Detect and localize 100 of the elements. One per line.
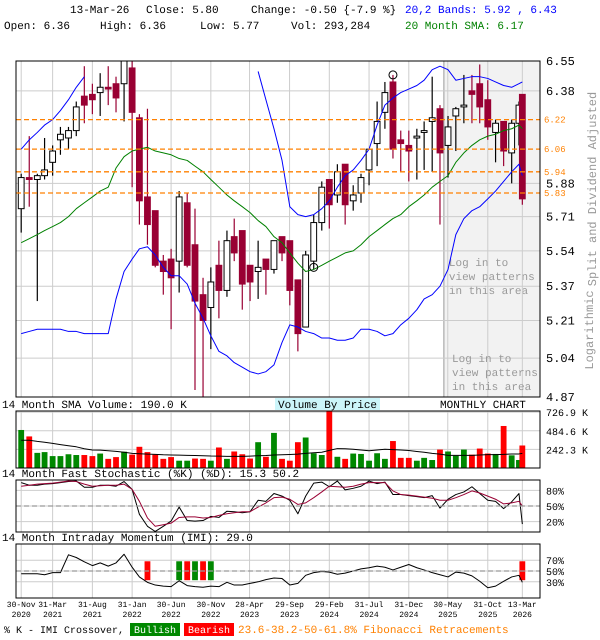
text: 20,2 Bands: 5.92 , 6.43 <box>405 5 557 17</box>
bar <box>26 436 32 468</box>
y-tick-label: 50% <box>546 503 564 514</box>
text: Change: -0.50 {-7.9 %} <box>251 5 396 17</box>
y-tick-label: 5.88 <box>546 177 575 192</box>
ref-line-label: 6.06 <box>544 145 566 156</box>
x-tick-label: 13-Mar 2026 <box>508 601 537 620</box>
legend-title: % K - IMI Crossover, <box>4 626 124 637</box>
candlestick <box>492 119 499 163</box>
y-tick-label: 20% <box>546 518 564 530</box>
bar <box>208 460 214 468</box>
candlestick <box>49 144 56 176</box>
bar <box>168 457 174 468</box>
bar <box>445 451 451 468</box>
bar <box>263 456 269 468</box>
text: Vol: 293,284 <box>291 21 371 33</box>
bar <box>184 460 190 468</box>
line-series <box>20 554 523 588</box>
bar <box>176 460 182 468</box>
bar <box>97 454 104 468</box>
candlestick <box>262 258 270 296</box>
x-tick-label: 31-Jul 2024 <box>354 601 384 620</box>
bar <box>50 456 56 468</box>
bar <box>89 456 96 468</box>
bar <box>350 454 356 468</box>
candlestick <box>254 240 262 300</box>
candlestick <box>26 136 33 208</box>
y-tick-label: 50% <box>546 568 564 579</box>
text: Low: 5.77 <box>200 21 260 33</box>
bar <box>192 458 198 468</box>
text: High: 6.36 <box>100 21 166 33</box>
bar <box>73 455 80 468</box>
candlestick <box>413 128 420 180</box>
y-tick-label: 6.38 <box>546 84 575 99</box>
y-tick-label: 70% <box>546 557 564 568</box>
y-tick-label: 5.54 <box>546 244 575 259</box>
bar <box>334 456 340 468</box>
bar <box>113 457 119 468</box>
y-axis-title: Split and Dividend Adjusted <box>586 92 600 286</box>
candlestick <box>350 184 357 212</box>
x-tick-label: 28-Apr 2023 <box>235 601 264 620</box>
bar <box>382 458 388 468</box>
annotation: MONTHLY CHART <box>440 400 526 412</box>
bar <box>374 453 380 468</box>
bar <box>437 450 443 468</box>
x-tick-label: 31-Aug 2021 <box>78 601 107 620</box>
bar <box>500 426 507 468</box>
bar <box>286 460 293 468</box>
chart-title: 14 Month SMA Volume: 190.0 K <box>2 400 188 412</box>
annotation: Log in to view patterns in this area <box>452 354 538 394</box>
bar <box>294 442 301 468</box>
bar <box>318 455 325 468</box>
annotation: Volume By Price <box>278 400 378 412</box>
bar <box>81 455 88 468</box>
x-tick-label: 30-Nov 2020 <box>6 601 36 620</box>
text: 23.6-38.2-50-61.8% Fibonacci Retracements <box>238 625 509 637</box>
x-tick-label: 29-Feb 2024 <box>314 601 344 620</box>
bar <box>310 453 317 468</box>
y-tick-label: 5.37 <box>546 280 575 294</box>
bar <box>247 458 253 468</box>
bar <box>460 450 467 468</box>
y-tick-label: 5.71 <box>546 210 575 225</box>
text: Bullish <box>134 625 176 637</box>
text: 20 Month SMA: 6.17 <box>405 21 524 33</box>
chart-title: 14 Month Intraday Momentum (IMI): 29.0 <box>2 533 253 545</box>
text: Open: 6.36 <box>4 21 70 33</box>
y-tick-label: 5.04 <box>546 352 575 366</box>
candlestick <box>382 81 388 130</box>
candlestick <box>420 120 428 171</box>
y-tick-label: 6.55 <box>546 55 575 69</box>
candlestick <box>366 148 372 186</box>
text: Close: 5.80 <box>146 5 219 17</box>
candlestick <box>374 100 381 167</box>
x-tick-label: 29-Sep 2023 <box>275 601 304 620</box>
bar <box>121 452 127 468</box>
candlestick <box>460 74 468 124</box>
bar <box>279 458 285 468</box>
bar <box>492 454 498 468</box>
bar <box>144 452 150 468</box>
chart-title: 14 Month Fast Stochastic (%K) (%D): 15.3 50.2 <box>2 469 300 481</box>
candlestick <box>452 106 460 152</box>
y-tick-label: 30% <box>546 578 564 590</box>
x-tick-label: 31-Dec 2024 <box>394 601 424 620</box>
y-tick-label: 242.3 K <box>546 446 588 458</box>
bar <box>255 442 262 468</box>
bar <box>18 430 24 468</box>
ref-line-label: 6.22 <box>544 116 566 126</box>
x-tick-label: 30-Nov 2022 <box>196 601 226 620</box>
y-tick-label: 4.87 <box>546 391 575 405</box>
x-tick-label: 31-Jan 2022 <box>118 601 147 620</box>
y-tick-label: 80% <box>546 487 564 498</box>
text: Bearish <box>188 625 230 637</box>
x-tick-label: 30-May 2025 <box>433 601 462 620</box>
bar <box>224 458 230 468</box>
x-tick-label: 30-Jun 2022 <box>156 601 186 620</box>
ref-line-label: 5.94 <box>544 168 566 178</box>
bar <box>216 447 222 468</box>
ref-line-label: 5.83 <box>544 189 566 200</box>
bar <box>366 460 372 468</box>
x-tick-label: 31-Oct 2025 <box>473 601 502 620</box>
